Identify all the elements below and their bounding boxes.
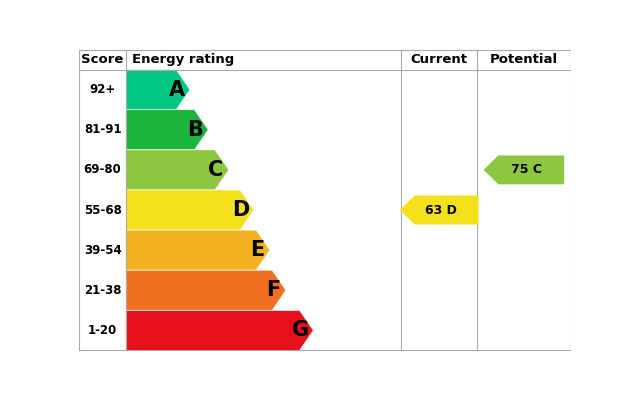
Text: Current: Current xyxy=(411,53,468,66)
Text: C: C xyxy=(209,160,224,180)
Polygon shape xyxy=(400,196,479,225)
Text: F: F xyxy=(266,280,280,300)
Text: 55-68: 55-68 xyxy=(84,204,122,217)
Text: 81-91: 81-91 xyxy=(84,123,121,136)
Text: Potential: Potential xyxy=(490,53,558,66)
Text: E: E xyxy=(250,240,264,260)
Text: A: A xyxy=(169,80,185,100)
Polygon shape xyxy=(126,310,313,350)
Text: Score: Score xyxy=(81,53,124,66)
Polygon shape xyxy=(126,190,254,230)
Polygon shape xyxy=(126,110,208,150)
Polygon shape xyxy=(126,70,190,110)
Text: 63 D: 63 D xyxy=(425,204,457,217)
Text: B: B xyxy=(188,120,204,140)
Text: 1-20: 1-20 xyxy=(88,324,117,337)
Text: 69-80: 69-80 xyxy=(84,164,122,176)
Polygon shape xyxy=(484,156,564,184)
Text: D: D xyxy=(233,200,250,220)
Text: G: G xyxy=(292,320,309,341)
Polygon shape xyxy=(126,150,229,190)
Text: 21-38: 21-38 xyxy=(84,284,121,297)
Text: 92+: 92+ xyxy=(89,83,116,96)
Polygon shape xyxy=(126,270,286,310)
Text: 39-54: 39-54 xyxy=(84,244,122,257)
Text: 75 C: 75 C xyxy=(510,164,541,176)
Polygon shape xyxy=(126,230,270,270)
Text: Energy rating: Energy rating xyxy=(132,53,234,66)
